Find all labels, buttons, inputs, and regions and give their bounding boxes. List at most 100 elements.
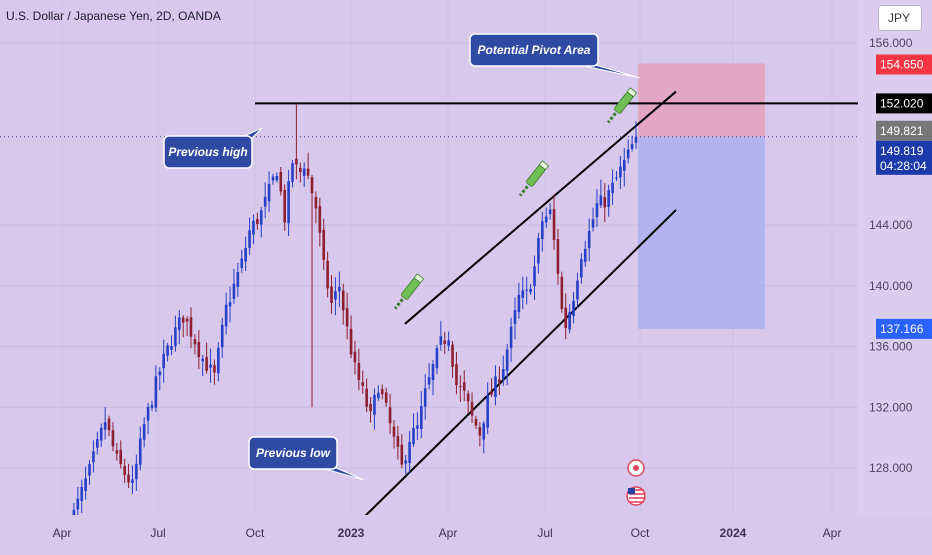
candle[interactable] (302, 162, 306, 187)
us-flag-event-icon[interactable] (626, 486, 646, 506)
candle[interactable] (341, 283, 345, 325)
candle[interactable] (630, 135, 634, 152)
candle[interactable] (158, 367, 162, 391)
candle[interactable] (595, 188, 599, 228)
candle[interactable] (404, 455, 407, 474)
candle[interactable] (244, 236, 247, 272)
candle[interactable] (439, 320, 443, 351)
candle[interactable] (560, 271, 564, 313)
candle[interactable] (334, 277, 337, 316)
candle[interactable] (583, 240, 587, 267)
candle[interactable] (435, 344, 439, 375)
candle[interactable] (103, 407, 107, 440)
candle[interactable] (142, 417, 146, 448)
candle[interactable] (213, 359, 216, 385)
candle[interactable] (587, 218, 591, 262)
candle[interactable] (611, 169, 614, 205)
candle[interactable] (135, 454, 138, 491)
candle[interactable] (474, 415, 478, 429)
candle[interactable] (353, 340, 357, 375)
candle[interactable] (322, 218, 326, 271)
candle[interactable] (259, 207, 263, 238)
candle[interactable] (380, 384, 384, 400)
candle[interactable] (486, 382, 489, 435)
candle[interactable] (544, 207, 548, 228)
candle[interactable] (349, 315, 353, 359)
candle[interactable] (263, 182, 267, 219)
candle[interactable] (494, 365, 497, 406)
candle[interactable] (170, 335, 173, 356)
candle[interactable] (603, 183, 607, 223)
candle[interactable] (314, 191, 318, 224)
candle[interactable] (287, 169, 290, 237)
candle[interactable] (388, 393, 392, 434)
candle[interactable] (501, 355, 505, 386)
candle[interactable] (209, 348, 212, 383)
candle[interactable] (166, 342, 169, 362)
candle[interactable] (470, 392, 474, 424)
candle[interactable] (240, 249, 244, 273)
candle[interactable] (88, 460, 91, 485)
candle[interactable] (420, 391, 423, 439)
candle[interactable] (150, 400, 154, 412)
candle[interactable] (615, 171, 618, 182)
candle[interactable] (256, 212, 259, 230)
candle[interactable] (306, 152, 310, 179)
candle[interactable] (634, 121, 638, 150)
candle[interactable] (189, 307, 193, 349)
candle[interactable] (146, 403, 150, 435)
candle[interactable] (252, 214, 255, 245)
candle[interactable] (76, 487, 80, 521)
candle[interactable] (482, 421, 486, 454)
candle[interactable] (626, 139, 630, 164)
channel-upper-line[interactable] (404, 90, 677, 325)
candle[interactable] (556, 228, 560, 285)
candle[interactable] (326, 251, 329, 298)
candle[interactable] (220, 317, 224, 359)
candle[interactable] (310, 174, 314, 408)
candle[interactable] (466, 390, 470, 414)
candle[interactable] (345, 292, 349, 340)
candle[interactable] (373, 388, 376, 430)
candle[interactable] (174, 315, 177, 352)
candle[interactable] (361, 370, 365, 395)
candle[interactable] (548, 203, 552, 220)
candle[interactable] (529, 283, 532, 295)
candle[interactable] (279, 167, 283, 196)
candle[interactable] (299, 162, 302, 183)
candle[interactable] (369, 396, 372, 423)
candle[interactable] (498, 366, 501, 396)
candle[interactable] (193, 333, 197, 355)
candle[interactable] (154, 365, 158, 413)
channel-lower-line[interactable] (359, 209, 677, 522)
candle[interactable] (162, 339, 165, 383)
candle[interactable] (478, 421, 482, 447)
candle[interactable] (318, 197, 322, 247)
candle[interactable] (357, 348, 361, 391)
candle[interactable] (427, 362, 431, 390)
candle[interactable] (80, 479, 84, 513)
candle[interactable] (568, 304, 571, 334)
candle[interactable] (533, 255, 536, 301)
candle[interactable] (443, 331, 447, 354)
candle[interactable] (509, 317, 513, 363)
candle[interactable] (115, 443, 119, 461)
candle[interactable] (552, 194, 556, 250)
candle[interactable] (580, 253, 583, 284)
candle[interactable] (197, 330, 201, 370)
candle[interactable] (525, 276, 529, 305)
candle[interactable] (236, 262, 240, 297)
candle[interactable] (119, 440, 123, 469)
candle[interactable] (447, 331, 450, 352)
candle[interactable] (400, 434, 404, 469)
candle[interactable] (365, 378, 368, 413)
candle[interactable] (271, 173, 275, 185)
candle[interactable] (267, 171, 271, 212)
candle[interactable] (217, 342, 220, 382)
candle[interactable] (177, 310, 181, 345)
candle[interactable] (537, 232, 540, 274)
candle[interactable] (123, 458, 126, 483)
candle[interactable] (384, 387, 388, 407)
